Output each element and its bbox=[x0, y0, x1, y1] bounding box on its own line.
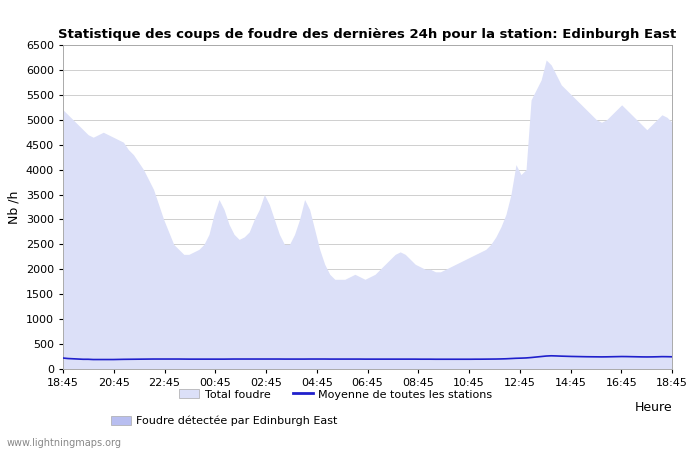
Title: Statistique des coups de foudre des dernières 24h pour la station: Edinburgh Eas: Statistique des coups de foudre des dern… bbox=[58, 28, 677, 41]
Y-axis label: Nb /h: Nb /h bbox=[7, 190, 20, 224]
Text: Heure: Heure bbox=[634, 401, 672, 414]
Text: www.lightningmaps.org: www.lightningmaps.org bbox=[7, 438, 122, 448]
Legend: Total foudre, Moyenne de toutes les stations: Total foudre, Moyenne de toutes les stat… bbox=[175, 385, 497, 404]
Legend: Foudre détectée par Edinburgh East: Foudre détectée par Edinburgh East bbox=[106, 412, 342, 431]
